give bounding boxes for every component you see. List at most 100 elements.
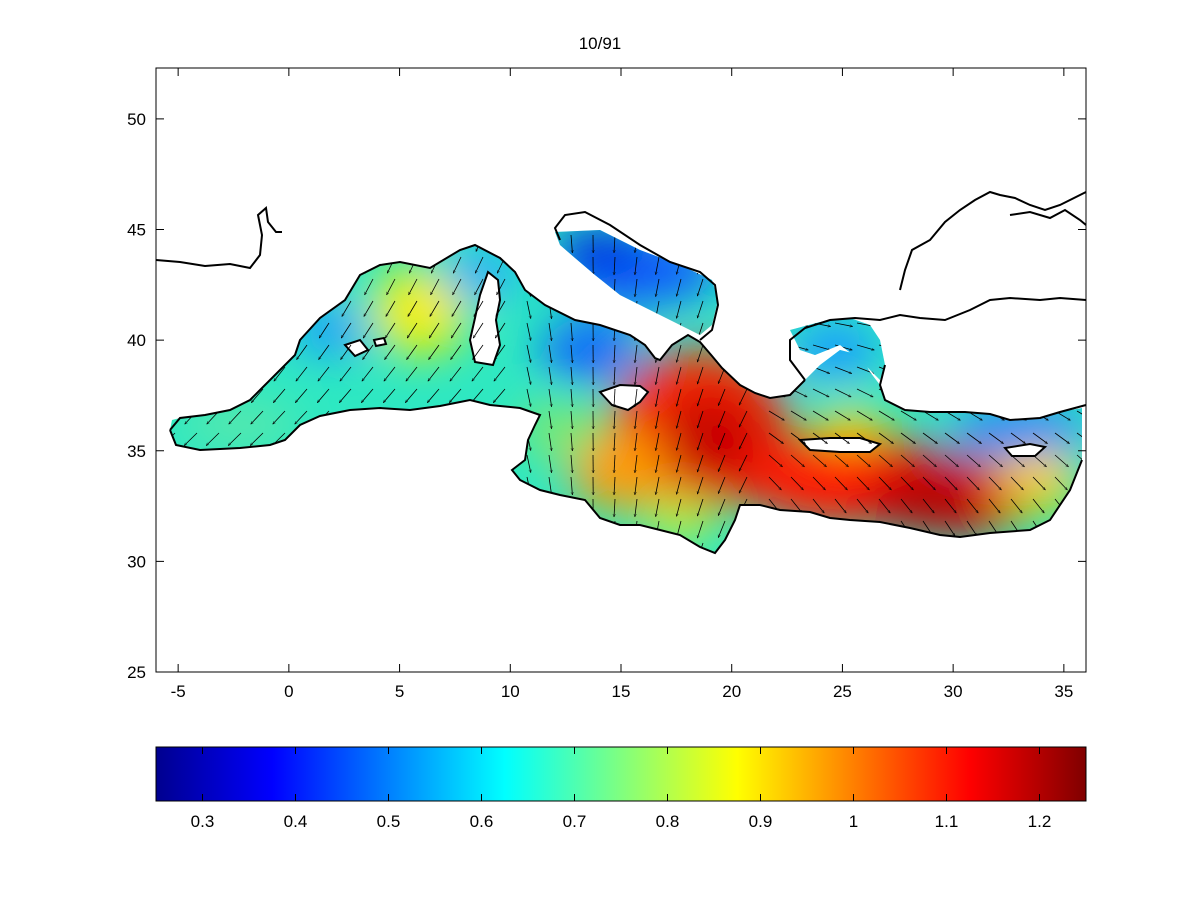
quiver-arrow	[835, 232, 853, 235]
quiver-arrow	[967, 256, 985, 257]
quiver-arrow	[1077, 543, 1086, 559]
quiver-arrow	[338, 455, 351, 467]
quiver-arrow	[358, 521, 373, 531]
quiver-arrow	[1077, 389, 1093, 397]
y-tick-label: 45	[127, 221, 146, 240]
colorbar-tick-label: 1.2	[1028, 812, 1052, 831]
quiver-arrow	[293, 477, 307, 488]
quiver-arrow	[1077, 499, 1088, 513]
quiver-arrow	[381, 477, 395, 488]
quiver-arrow	[1033, 389, 1049, 397]
quiver-arrow	[229, 389, 241, 403]
quiver-arrow	[498, 235, 505, 252]
quiver-arrow	[492, 455, 505, 467]
quiver-arrow	[492, 433, 505, 446]
quiver-arrow	[879, 323, 897, 326]
quiver-arrow	[234, 235, 241, 252]
quiver-arrow	[380, 543, 395, 552]
quiver-arrow	[1077, 477, 1089, 490]
quiver-arrow	[614, 543, 615, 561]
quiver-arrow	[298, 301, 307, 317]
quiver-arrow	[813, 232, 831, 235]
colorbar-tick-label: 0.6	[470, 812, 494, 831]
quiver-arrow	[967, 323, 985, 326]
quiver-arrow	[250, 455, 263, 467]
quiver-arrow	[1011, 232, 1029, 235]
quiver-arrow	[321, 279, 329, 295]
quiver-arrow	[253, 323, 263, 338]
quiver-arrow	[813, 301, 831, 303]
quiver-arrow	[945, 301, 963, 303]
quiver-arrow	[231, 323, 241, 338]
quiver-arrow	[1077, 367, 1094, 373]
quiver-arrow	[404, 455, 417, 467]
quiver-arrow	[493, 411, 505, 424]
quiver-arrow	[1055, 301, 1073, 303]
quiver-arrow	[448, 433, 461, 446]
quiver-arrow	[189, 279, 197, 295]
quiver-arrow	[989, 389, 1005, 397]
quiver-arrow	[1033, 345, 1050, 350]
quiver-arrow	[424, 521, 439, 531]
quiver-arrow	[835, 521, 845, 536]
quiver-arrow	[205, 477, 219, 488]
quiver-arrow	[739, 543, 747, 559]
quiver-arrow	[382, 433, 395, 446]
quiver-arrow	[1033, 256, 1051, 257]
quiver-arrow	[1077, 521, 1087, 536]
quiver-arrow	[1011, 345, 1028, 350]
quiver-arrow	[1011, 301, 1029, 303]
colorbar-tick-label: 0.7	[563, 812, 587, 831]
quiver-arrow	[271, 477, 285, 488]
quiver-arrow	[383, 411, 395, 424]
quiver-arrow	[277, 257, 285, 273]
quiver-arrow	[359, 499, 373, 510]
quiver-arrow	[212, 235, 219, 252]
quiver-arrow	[989, 345, 1006, 350]
quiver-arrow	[835, 256, 853, 257]
quiver-arrow	[186, 367, 197, 381]
quiver-arrow	[718, 235, 725, 252]
quiver-arrow	[490, 521, 505, 531]
quiver-arrow	[470, 455, 483, 467]
quiver-arrow	[233, 279, 241, 295]
quiver-arrow	[769, 232, 787, 235]
quiver-arrow	[321, 257, 329, 273]
quiver-arrow	[270, 521, 285, 531]
quiver-arrow	[1011, 389, 1027, 397]
quiver-arrow	[402, 543, 417, 552]
quiver-arrow	[360, 455, 373, 467]
quiver-arrow	[1011, 256, 1029, 257]
quiver-arrow	[338, 433, 351, 446]
quiver-arrow	[989, 367, 1006, 373]
quiver-arrow	[322, 235, 329, 252]
quiver-arrow	[228, 455, 241, 467]
quiver-arrow	[182, 521, 197, 531]
quiver-arrow	[813, 543, 822, 559]
quiver-arrow	[813, 256, 831, 257]
quiver-arrow	[299, 257, 307, 273]
quiver-arrow	[989, 323, 1007, 326]
colorbar-tick-label: 0.3	[191, 812, 215, 831]
quiver-arrow	[901, 232, 919, 235]
quiver-arrow	[718, 345, 725, 362]
quiver-arrow	[183, 477, 197, 488]
quiver-arrow	[989, 256, 1007, 257]
quiver-arrow	[187, 345, 197, 360]
quiver-arrow	[677, 543, 681, 560]
quiver-arrow	[160, 521, 175, 531]
quiver-arrow	[161, 499, 175, 510]
x-tick-label: 15	[612, 682, 631, 701]
quiver-arrow	[791, 521, 801, 536]
quiver-arrow	[571, 301, 572, 319]
quiver-arrow	[1055, 389, 1071, 397]
quiver-arrow	[739, 521, 747, 537]
quiver-arrow	[769, 301, 787, 303]
quiver-arrow	[571, 279, 572, 297]
quiver-arrow	[210, 301, 219, 317]
quiver-arrow	[791, 232, 809, 235]
quiver-arrow	[769, 367, 786, 373]
quiver-arrow	[901, 389, 917, 397]
